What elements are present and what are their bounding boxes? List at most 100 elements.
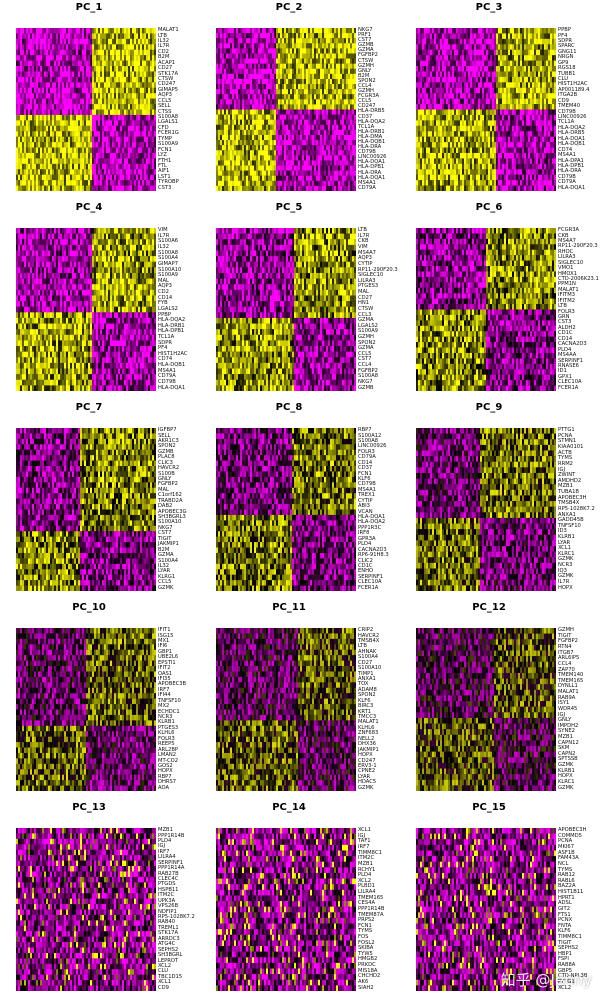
panel-title: PC_7 <box>4 402 174 413</box>
heatmap-row <box>216 323 356 330</box>
heatmap-row <box>216 558 356 564</box>
gene-label: SDPR <box>558 38 572 44</box>
heatmap-row <box>16 904 156 910</box>
gene-label: KRT1 <box>358 709 371 715</box>
gene-label: AKR1C3 <box>158 438 179 444</box>
gene-label: FNTA <box>558 923 571 929</box>
heatmap-row <box>416 940 556 947</box>
gene-label: IMPDH2 <box>558 723 578 729</box>
gene-label: GNLY <box>158 476 171 482</box>
heatmap-row <box>416 889 556 896</box>
gene-label: SIGLEC10 <box>558 260 583 266</box>
gene-label: CES4A <box>358 901 375 906</box>
gene-label: AMDHD2 <box>558 478 581 484</box>
heatmap-row <box>16 244 156 251</box>
heatmap-row <box>216 547 356 554</box>
gene-label: IL7R <box>358 233 369 239</box>
gene-label: S100A9 <box>158 272 178 278</box>
gene-label: HLA-DRB5 <box>558 131 585 136</box>
gene-label: CST3 <box>558 320 571 325</box>
heatmap-row <box>216 165 356 171</box>
pc-panel-8: PC_8 RBP7 S100A12 S100A8 LINC00926 FOLR3 CD79A… <box>200 400 400 600</box>
heatmap-row <box>416 282 556 288</box>
gene-label: IL32 <box>158 38 169 44</box>
gene-labels: RBP7 S100A12 S100A8 LINC00926 FOLR3 CD79A CD14… <box>356 427 400 591</box>
gene-label: PCNX <box>558 917 572 923</box>
gene-label: PPBP <box>158 312 171 318</box>
gene-label: APOBEC3H <box>558 495 586 501</box>
gene-label: HAVCR2 <box>158 465 179 471</box>
gene-label: NCR3 <box>158 714 172 720</box>
heatmap-row <box>216 929 356 935</box>
heatmap-row <box>216 63 356 69</box>
gene-label: FGFBP2 <box>558 639 578 644</box>
gene-label: TIGIT <box>558 940 571 946</box>
heatmap-row <box>416 723 556 730</box>
gene-label: SH3BGRL <box>158 952 182 958</box>
heatmap-row <box>16 329 156 335</box>
heatmap <box>216 228 356 391</box>
heatmap-row <box>216 99 356 105</box>
gene-label: KLRC1 <box>558 551 575 557</box>
heatmap-row <box>216 828 356 834</box>
gene-label: MX2 <box>158 703 169 709</box>
heatmap-row <box>416 174 556 181</box>
heatmap-row <box>16 471 156 478</box>
gene-labels: LTB IL7R CKB VIM MS4A7 AQP3 CYTIP RP11-290F20.3… <box>356 227 400 391</box>
gene-labels: CRIP2 HAVCR2 TMSB4X LTB AHNAK S100A4 CD27 S100A… <box>356 627 400 791</box>
gene-label: CD14 <box>558 336 572 342</box>
heatmap-row <box>416 979 556 986</box>
heatmap-row <box>416 158 556 164</box>
heatmap-row <box>16 460 156 467</box>
panel-title: PC_8 <box>204 402 374 413</box>
heatmap-row <box>16 374 156 380</box>
pc-panel-2: PC_2 NKG7 PRF1 CST7 GZMB GZMA FGFBP2 CTSW GZMH GN… <box>200 0 400 200</box>
heatmap-row <box>16 887 156 894</box>
gene-label: GPR3A <box>358 536 376 542</box>
heatmap-row <box>216 449 356 456</box>
gene-label: NRGN <box>558 55 573 60</box>
gene-label: CACNA2D3 <box>358 547 387 553</box>
heatmap-row <box>216 346 356 352</box>
heatmap-row <box>16 233 156 240</box>
gene-label: CD14 <box>158 295 172 301</box>
heatmap-row <box>216 428 356 434</box>
heatmap-row <box>216 780 356 786</box>
gene-label: IGJ <box>358 833 365 839</box>
heatmap-row <box>416 506 556 513</box>
heatmap-row <box>216 33 356 39</box>
heatmap-row <box>416 740 556 747</box>
heatmap-row <box>216 839 356 846</box>
heatmap-row <box>16 649 156 656</box>
heatmap-row <box>216 180 356 187</box>
gene-label: IL7R <box>158 44 169 49</box>
heatmap-row <box>16 547 156 554</box>
gene-label: PTTG1 <box>558 427 575 433</box>
gene-label: APOBEC3G <box>158 509 187 515</box>
heatmap-row <box>16 487 156 494</box>
gene-label: FCER1A <box>558 385 578 391</box>
heatmap-row <box>216 671 356 678</box>
gene-label: CKB <box>558 233 569 239</box>
heatmap-row <box>416 331 556 337</box>
heatmap-row <box>216 124 356 131</box>
gene-label: NKG7 <box>158 525 173 531</box>
heatmap-row <box>16 169 156 175</box>
gene-label: LILRA3 <box>558 255 576 260</box>
gene-label: FCER1A <box>358 585 378 591</box>
heatmap-row <box>216 334 356 341</box>
heatmap-row <box>416 439 556 446</box>
heatmap-row <box>16 520 156 526</box>
gene-label: KLHL6 <box>158 731 174 736</box>
gene-label: CLIC2 <box>358 558 373 564</box>
gene-label: GPX1 <box>558 374 572 380</box>
heatmap-row <box>216 542 356 548</box>
gene-label: IL7R <box>558 579 569 585</box>
heatmap-row <box>216 906 356 913</box>
heatmap-row <box>416 562 556 569</box>
gene-label: CLIC3 <box>158 460 173 466</box>
gene-label: HLA-DQA1 <box>358 514 385 520</box>
heatmap-row <box>16 655 156 661</box>
heatmap-row <box>216 306 356 313</box>
